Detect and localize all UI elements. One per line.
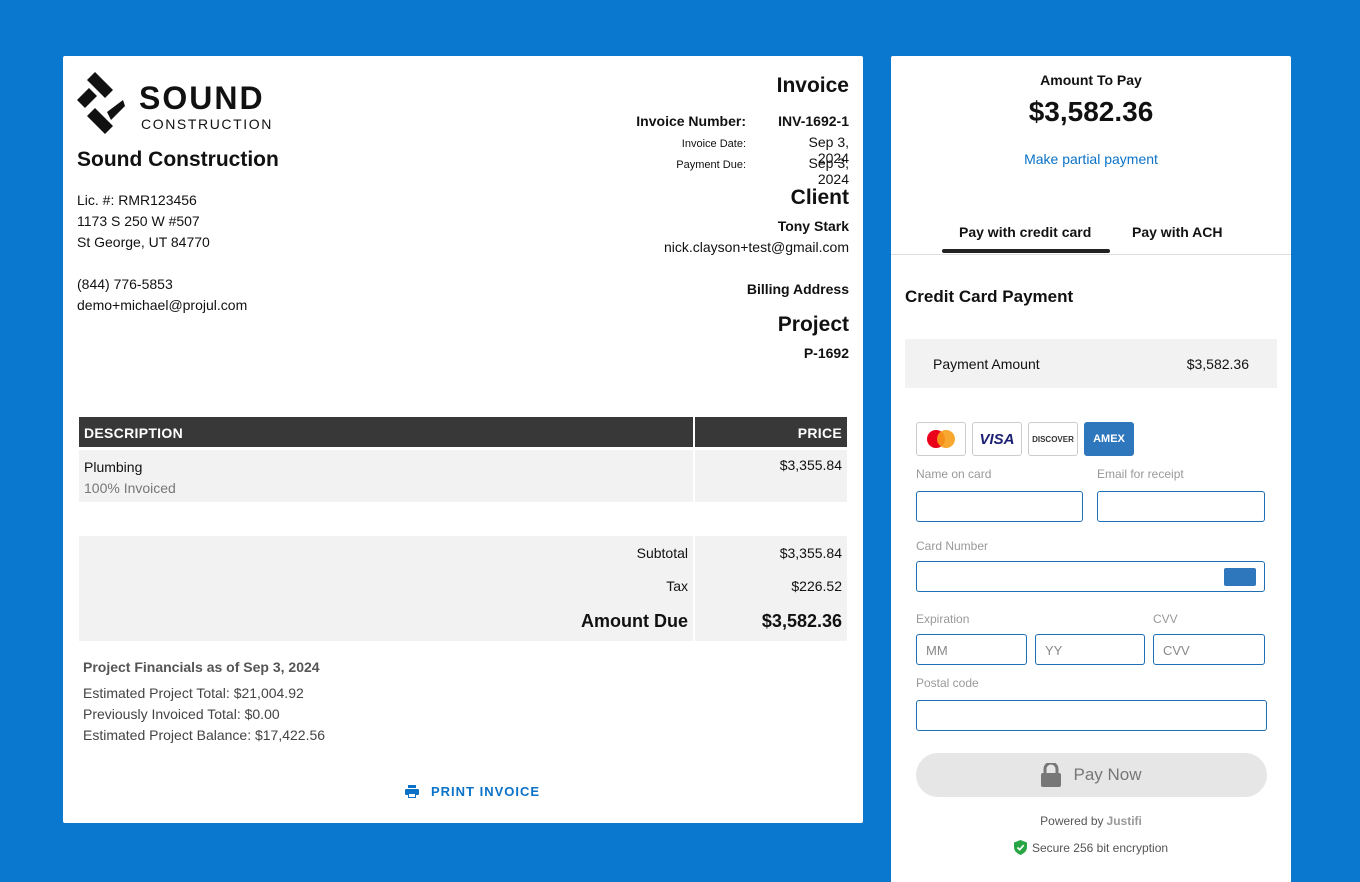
mastercard-icon <box>916 422 966 456</box>
invoice-date-label: Invoice Date: <box>681 138 746 150</box>
tab-credit-card[interactable]: Pay with credit card <box>959 224 1092 240</box>
project-heading: Project <box>777 313 849 336</box>
card-number-label: Card Number <box>916 539 989 553</box>
invoice-meta: Invoice Invoice Number: INV-1692-1 Invoi… <box>489 74 849 366</box>
table-row: Plumbing 100% Invoiced $3,355.84 <box>79 450 847 502</box>
print-invoice-label: PRINT INVOICE <box>431 784 541 799</box>
subtotal-label: Subtotal <box>636 544 688 561</box>
printer-icon <box>405 785 419 798</box>
logo-mark-icon <box>77 72 125 134</box>
print-invoice-button[interactable]: PRINT INVOICE <box>405 784 540 799</box>
payment-due: Sep 3, 2024 <box>808 155 849 187</box>
payment-amount-value: $3,582.36 <box>1186 355 1249 372</box>
totals-section: Subtotal $3,355.84 Tax $226.52 Amount Du… <box>79 536 847 641</box>
amount-due-value: $3,582.36 <box>761 611 842 631</box>
client-email: nick.clayson+test@gmail.com <box>663 239 849 255</box>
financials-title: Project Financials as of Sep 3, 2024 <box>83 659 320 675</box>
amex-icon: AMEX <box>1084 422 1134 456</box>
shield-check-icon <box>1013 840 1027 855</box>
expiration-label: Expiration <box>916 612 970 626</box>
lock-icon <box>1041 763 1062 787</box>
payment-due-label: Payment Due: <box>676 159 746 171</box>
payment-tabs: Pay with credit card Pay with ACH <box>891 214 1291 255</box>
invoice-card: SOUND CONSTRUCTION Sound Construction Li… <box>63 56 863 823</box>
client-heading: Client <box>790 186 849 209</box>
project-id: P-1692 <box>803 345 849 361</box>
partial-payment-link[interactable]: Make partial payment <box>1024 151 1158 167</box>
payment-amount-label: Payment Amount <box>933 355 1040 372</box>
item-price: $3,355.84 <box>695 450 847 502</box>
pay-now-button[interactable]: Pay Now <box>916 753 1267 797</box>
invoice-number: INV-1692-1 <box>778 113 849 129</box>
card-number-input[interactable] <box>916 561 1265 592</box>
cvv-input[interactable]: CVV <box>1153 634 1265 665</box>
visa-icon: VISA <box>972 422 1022 456</box>
tax-value: $226.52 <box>791 577 842 594</box>
powered-by: Powered by Justifi <box>891 814 1291 828</box>
column-header-description: DESCRIPTION <box>79 417 693 447</box>
address-line-1: 1173 S 250 W #507 <box>77 213 200 229</box>
payment-amount-row: Payment Amount $3,582.36 <box>905 339 1277 388</box>
name-on-card-input[interactable] <box>916 491 1083 522</box>
name-on-card-label: Name on card <box>916 467 992 481</box>
table-header: DESCRIPTION PRICE <box>79 417 847 447</box>
company-phone: (844) 776-5853 <box>77 276 173 292</box>
secure-encryption: Secure 256 bit encryption <box>891 840 1291 855</box>
powered-by-label: Powered by <box>1040 814 1104 828</box>
company-logo: SOUND CONSTRUCTION <box>77 72 273 136</box>
amount-due-label: Amount Due <box>581 611 688 631</box>
secure-text: Secure 256 bit encryption <box>1031 840 1169 855</box>
active-tab-indicator <box>942 249 1110 253</box>
email-receipt-input[interactable] <box>1097 491 1265 522</box>
invoice-heading: Invoice <box>776 74 849 97</box>
item-description: Plumbing <box>84 459 143 475</box>
address-line-2: St George, UT 84770 <box>77 234 210 250</box>
credit-card-title: Credit Card Payment <box>905 287 1074 306</box>
client-name: Tony Stark <box>777 218 849 234</box>
tax-label: Tax <box>666 577 688 594</box>
justifi-logo: Justifi <box>1106 814 1142 828</box>
card-brand-icon <box>1224 568 1256 586</box>
license: Lic. #: RMR123456 <box>77 192 197 208</box>
invoice-date: Sep 3, 2024 <box>808 134 849 166</box>
amount-to-pay-label: Amount To Pay <box>1040 72 1142 88</box>
item-invoiced-status: 100% Invoiced <box>84 480 176 496</box>
invoice-number-label: Invoice Number: <box>636 113 746 129</box>
expiration-month-input[interactable]: MM <box>916 634 1027 665</box>
line-items-table: DESCRIPTION PRICE Plumbing 100% Invoiced… <box>79 417 847 502</box>
project-financials: Project Financials as of Sep 3, 2024 Est… <box>83 657 325 746</box>
company-name: Sound Construction <box>77 148 279 171</box>
logo-text-sound: SOUND <box>139 80 265 116</box>
previously-invoiced-total: Previously Invoiced Total: $0.00 <box>83 706 280 722</box>
email-receipt-label: Email for receipt <box>1097 467 1184 481</box>
discover-icon: DISCOVER <box>1028 422 1078 456</box>
tab-ach[interactable]: Pay with ACH <box>1132 224 1223 240</box>
amount-to-pay-value: $3,582.36 <box>1028 96 1154 127</box>
postal-code-label: Postal code <box>916 676 979 690</box>
estimated-project-total: Estimated Project Total: $21,004.92 <box>83 685 304 701</box>
logo-text-construction: CONSTRUCTION <box>141 116 273 132</box>
payment-panel: Amount To Pay $3,582.36 Make partial pay… <box>891 56 1291 882</box>
column-header-price: PRICE <box>695 417 847 447</box>
company-details: Lic. #: RMR123456 1173 S 250 W #507 St G… <box>77 190 247 316</box>
subtotal-value: $3,355.84 <box>779 544 842 561</box>
accepted-cards: VISA DISCOVER AMEX <box>916 422 1134 456</box>
cvv-label: CVV <box>1153 612 1178 626</box>
expiration-year-input[interactable]: YY <box>1035 634 1145 665</box>
company-email: demo+michael@projul.com <box>77 297 248 313</box>
postal-code-input[interactable] <box>916 700 1267 731</box>
estimated-project-balance: Estimated Project Balance: $17,422.56 <box>83 727 326 743</box>
billing-address-label: Billing Address <box>746 281 849 297</box>
pay-now-label: Pay Now <box>1073 765 1142 784</box>
